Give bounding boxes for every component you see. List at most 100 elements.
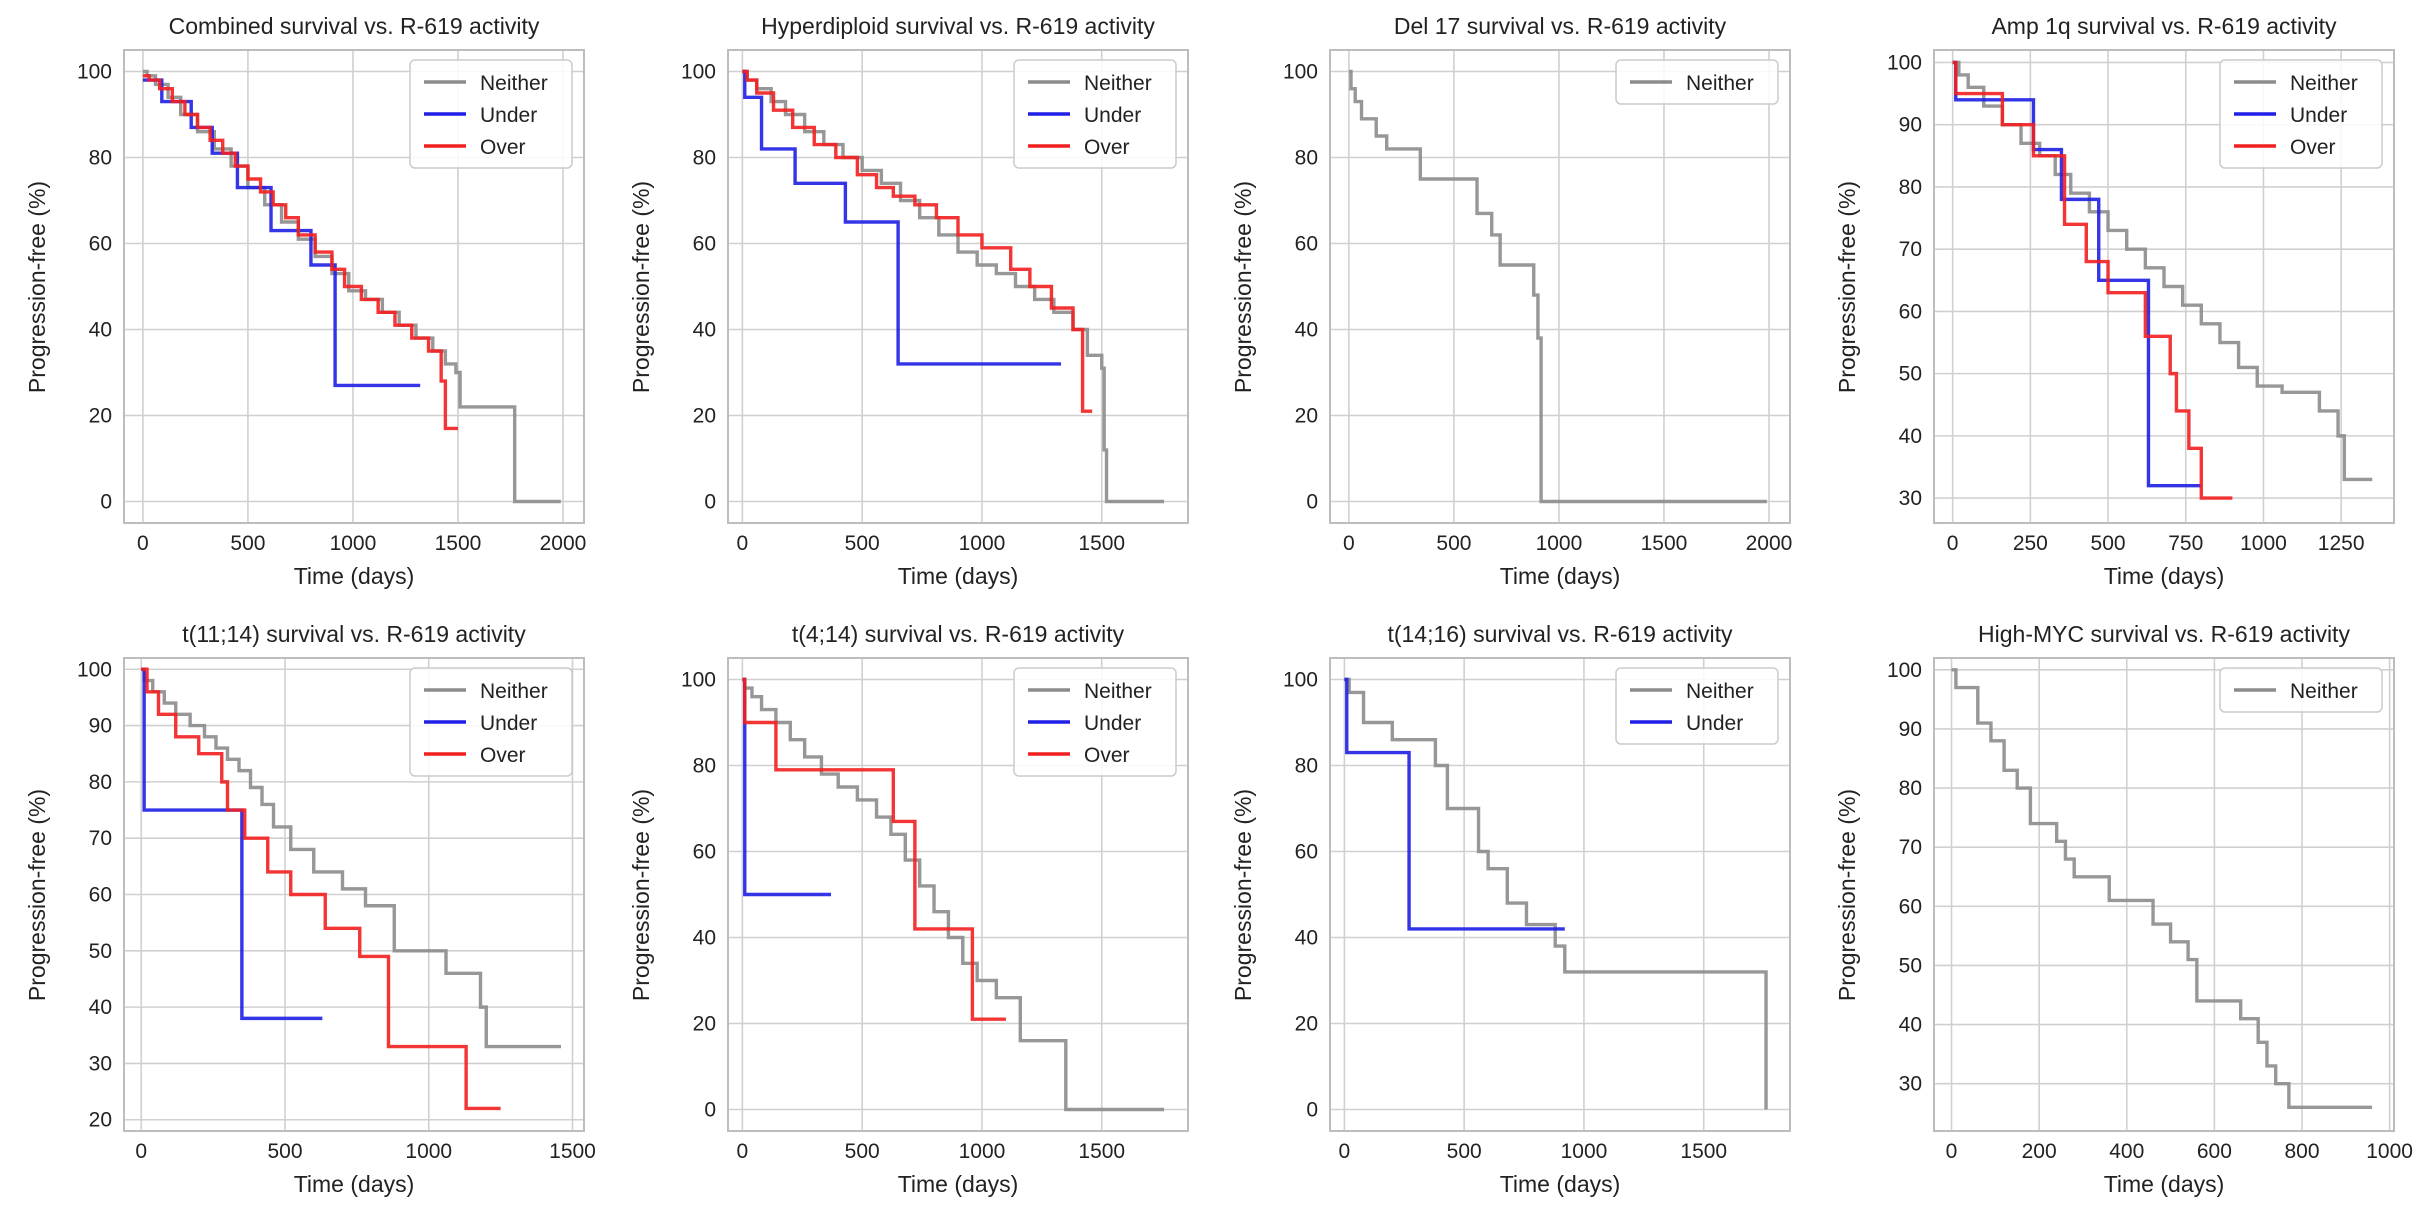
y-tick-label: 60 xyxy=(693,233,716,256)
x-tick-label: 1000 xyxy=(2240,532,2287,555)
y-tick-label: 60 xyxy=(1899,300,1922,323)
x-tick-label: 1000 xyxy=(959,1140,1006,1163)
plot-area: 0 500 1000 1500 2000 0 20 40 60 80 100 Neither xyxy=(1283,49,1792,555)
legend-label: Neither xyxy=(1686,680,1754,703)
plot-frame xyxy=(123,657,585,1132)
x-tick-label: 600 xyxy=(2197,1140,2232,1163)
y-tick-label: 80 xyxy=(89,147,112,170)
legend: Neither Under xyxy=(1615,667,1779,745)
x-tick-label: 1500 xyxy=(435,532,482,555)
y-tick-label: 80 xyxy=(693,147,716,170)
y-tick-label: 30 xyxy=(1899,1073,1922,1096)
series-line-over xyxy=(742,677,1006,1021)
y-tick-label: 40 xyxy=(1295,319,1318,342)
x-tick-label: 1000 xyxy=(1561,1140,1608,1163)
plot-frame xyxy=(727,657,1189,1132)
y-tick-label: 100 xyxy=(1887,51,1922,74)
y-tick-label: 40 xyxy=(89,319,112,342)
chart-title: Hyperdiploid survival vs. R-619 activity xyxy=(761,13,1155,39)
x-tick-label: 500 xyxy=(845,532,880,555)
y-tick-label: 80 xyxy=(1899,777,1922,800)
series-line-neither xyxy=(1344,677,1768,1110)
x-tick-label: 800 xyxy=(2284,1140,2319,1163)
series-line-neither xyxy=(742,69,1165,504)
y-tick-label: 90 xyxy=(1899,114,1922,137)
x-axis-label: Time (days) xyxy=(293,563,415,589)
x-tick-label: 0 xyxy=(135,1140,147,1163)
legend-label: Neither xyxy=(2290,72,2358,95)
legend-label: Under xyxy=(480,104,537,127)
x-tick-label: 500 xyxy=(1447,1140,1482,1163)
x-tick-label: 500 xyxy=(845,1140,880,1163)
y-tick-label: 40 xyxy=(89,996,112,1019)
y-tick-label: 0 xyxy=(100,491,112,514)
y-tick-label: 80 xyxy=(1295,755,1318,778)
x-tick-label: 1500 xyxy=(1078,532,1125,555)
legend-label: Over xyxy=(480,744,526,767)
x-tick-label: 750 xyxy=(2168,532,2203,555)
x-axis-label: Time (days) xyxy=(897,1171,1019,1197)
plot-frame xyxy=(123,49,585,524)
series-line-over xyxy=(142,74,458,431)
x-axis-label: Time (days) xyxy=(1499,563,1621,589)
series-line-neither xyxy=(142,69,561,504)
x-axis-label: Time (days) xyxy=(293,1171,415,1197)
x-tick-label: 250 xyxy=(2013,532,2048,555)
plot-area: 0 200 400 600 800 1000 30 40 50 60 70 80 90 100 Neithe… xyxy=(1887,657,2413,1163)
series-line-under xyxy=(742,69,1062,366)
y-tick-label: 40 xyxy=(1899,1014,1922,1037)
legend-label: Under xyxy=(1084,712,1141,735)
y-tick-label: 0 xyxy=(704,1099,716,1122)
legend: Neither Under Over xyxy=(1013,59,1177,169)
y-tick-label: 0 xyxy=(1306,491,1318,514)
y-tick-label: 100 xyxy=(1887,659,1922,682)
legend-label: Neither xyxy=(480,72,548,95)
y-tick-label: 100 xyxy=(1283,669,1318,692)
y-tick-label: 0 xyxy=(1306,1099,1318,1122)
y-tick-label: 0 xyxy=(704,491,716,514)
y-tick-label: 60 xyxy=(1295,233,1318,256)
legend: Neither Under Over xyxy=(2219,59,2383,169)
plot-area: 0 500 1000 1500 2000 0 20 40 60 80 100 Neither Under… xyxy=(77,49,586,555)
y-tick-label: 40 xyxy=(693,319,716,342)
legend: Neither xyxy=(2219,667,2383,713)
legend-label: Over xyxy=(1084,136,1130,159)
x-tick-label: 1500 xyxy=(1078,1140,1125,1163)
x-tick-label: 0 xyxy=(737,532,749,555)
y-tick-label: 80 xyxy=(89,771,112,794)
y-tick-label: 50 xyxy=(1899,954,1922,977)
y-tick-label: 60 xyxy=(89,884,112,907)
x-axis-label: Time (days) xyxy=(897,563,1019,589)
y-tick-label: 100 xyxy=(681,61,716,84)
y-tick-label: 70 xyxy=(89,827,112,850)
x-tick-label: 200 xyxy=(2022,1140,2057,1163)
series-line-under xyxy=(1344,677,1565,931)
legend: Neither Under Over xyxy=(1013,667,1177,777)
x-tick-label: 1500 xyxy=(549,1140,596,1163)
y-tick-label: 40 xyxy=(693,927,716,950)
y-tick-label: 100 xyxy=(681,669,716,692)
y-tick-label: 30 xyxy=(1899,487,1922,510)
y-tick-label: 70 xyxy=(1899,836,1922,859)
y-tick-label: 20 xyxy=(693,405,716,428)
legend-label: Over xyxy=(480,136,526,159)
x-tick-label: 1000 xyxy=(959,532,1006,555)
y-tick-label: 90 xyxy=(1899,718,1922,741)
plot-frame xyxy=(1933,49,2395,524)
legend-label: Neither xyxy=(480,680,548,703)
legend-label: Neither xyxy=(2290,680,2358,703)
series-line-neither xyxy=(742,677,1165,1112)
x-tick-label: 1000 xyxy=(405,1140,452,1163)
legend-label: Over xyxy=(1084,744,1130,767)
x-tick-label: 0 xyxy=(1947,532,1959,555)
chart-title: High-MYC survival vs. R-619 activity xyxy=(1978,621,2350,647)
chart-title: Combined survival vs. R-619 activity xyxy=(168,13,540,39)
x-tick-label: 1000 xyxy=(1536,532,1583,555)
y-tick-label: 60 xyxy=(693,841,716,864)
plot-area: 0 500 1000 1500 0 20 40 60 80 100 Neither Under Over xyxy=(681,49,1189,555)
x-tick-label: 1500 xyxy=(1680,1140,1727,1163)
x-axis-label: Time (days) xyxy=(2103,1171,2225,1197)
x-tick-label: 0 xyxy=(1343,532,1355,555)
y-tick-label: 20 xyxy=(89,1109,112,1132)
